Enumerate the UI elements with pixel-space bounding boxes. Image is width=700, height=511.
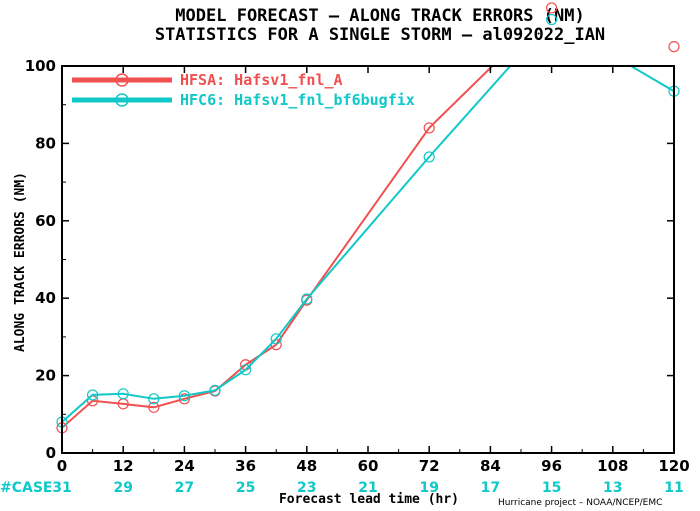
legend: HFSA: Hafsv1_fnl_A HFC6: Hafsv1_fnl_bf6bu… (72, 71, 415, 109)
chart-title-line2: STATISTICS FOR A SINGLE STORM – al092022… (155, 25, 605, 45)
x-tick-label: 108 (597, 457, 628, 475)
data-point (148, 401, 160, 413)
data-point (270, 333, 282, 345)
credit-text: Hurricane project – NOAA/NCEP/EMC (498, 498, 662, 508)
data-point (86, 389, 99, 401)
data-point (209, 384, 221, 396)
legend-label-1: HFSA: Hafsv1_fnl_A (180, 71, 343, 89)
case-count: 19 (419, 480, 438, 496)
case-count: 13 (603, 480, 622, 496)
data-point (178, 390, 190, 402)
data-point (240, 364, 252, 376)
chart-title-line1: MODEL FORECAST – ALONG TRACK ERRORS (NM) (175, 6, 584, 26)
case-count: 25 (236, 480, 255, 496)
data-point (423, 151, 435, 163)
x-tick-label: 24 (174, 457, 195, 475)
y-tick-label: 80 (35, 134, 56, 152)
data-point (301, 293, 313, 305)
legend-label-2: HFC6: Hafsv1_fnl_bf6bugfix (180, 91, 415, 109)
x-tick-label: 60 (358, 457, 379, 475)
case-count: 15 (542, 480, 561, 496)
x-axis-label: Forecast lead time (hr) (279, 492, 459, 507)
case-count: 23 (297, 480, 316, 496)
x-tick-label: 84 (480, 457, 501, 475)
case-count: 21 (358, 480, 377, 496)
x-tick-label: 72 (419, 457, 440, 475)
y-tick-label: 0 (46, 444, 56, 462)
y-tick-label: 100 (25, 57, 56, 75)
legend-marker-2 (115, 93, 129, 107)
x-tick-label: 0 (57, 457, 67, 475)
data-point (423, 122, 435, 134)
axes-layer: 0 31 12 29 24 27 36 25 48 23 60 21 72 19 84 17 96 15 108 13… (25, 57, 690, 496)
x-tick-label: 36 (235, 457, 256, 475)
y-axis-label: ALONG TRACK ERRORS (NM) (13, 172, 28, 352)
case-label: #CASE (0, 480, 53, 496)
legend-marker-1 (115, 73, 129, 87)
series-layer (56, 2, 680, 434)
y-tick-label: 20 (35, 367, 56, 385)
y-tick-label: 40 (35, 289, 56, 307)
y-tick-label: 60 (35, 212, 56, 230)
data-point (545, 2, 558, 14)
data-point (668, 41, 680, 53)
x-tick-label: 48 (296, 457, 317, 475)
x-tick-label: 12 (113, 457, 134, 475)
plot-frame (61, 65, 675, 454)
case-count: 17 (481, 480, 500, 496)
case-count: 11 (664, 480, 683, 496)
case-count: 31 (52, 480, 71, 496)
x-tick-label: 96 (541, 457, 562, 475)
data-point (545, 13, 558, 26)
x-tick-label: 120 (658, 457, 689, 475)
data-point (178, 393, 190, 405)
case-count: 29 (113, 480, 132, 496)
data-point (148, 393, 160, 405)
case-count: 27 (175, 480, 194, 496)
data-point (117, 388, 129, 400)
